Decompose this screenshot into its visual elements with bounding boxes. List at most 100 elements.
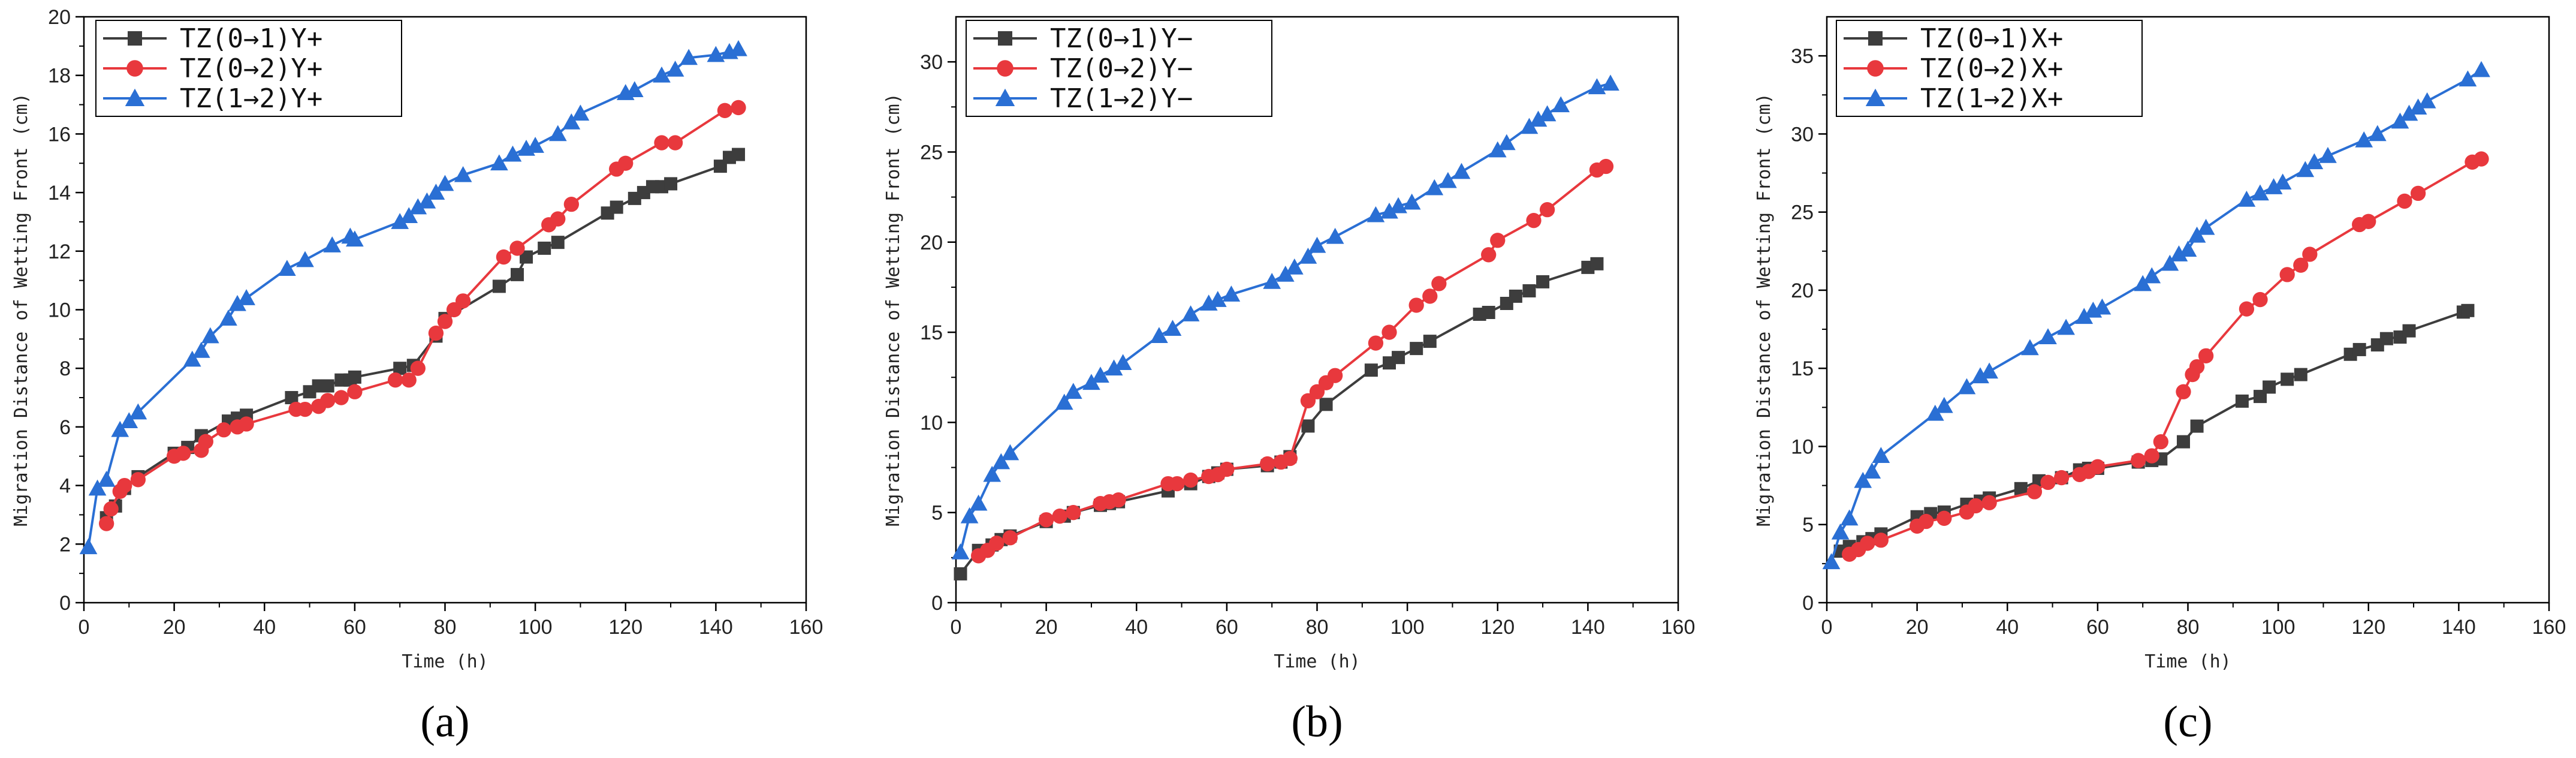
- data-point: [1163, 320, 1182, 336]
- series-line: [1830, 68, 2483, 563]
- data-point: [2263, 380, 2276, 394]
- data-point: [2179, 240, 2197, 257]
- series-circle: [99, 100, 746, 531]
- data-point: [2040, 474, 2056, 491]
- data-point: [1926, 404, 1944, 421]
- data-point: [1872, 447, 1890, 463]
- data-point: [400, 207, 418, 224]
- data-point: [296, 251, 314, 267]
- data-point: [1091, 366, 1109, 383]
- data-point: [1038, 512, 1054, 528]
- chart-panel-b: 0 20 40 60 80 100 120 140 160 0 5 10 15 20 25 30 Time (h…: [883, 16, 1695, 747]
- series-line: [1848, 158, 2482, 556]
- data-point: [2273, 173, 2292, 190]
- y-tick-label: 12: [48, 240, 71, 263]
- data-point: [2057, 318, 2076, 335]
- data-point: [1971, 367, 1989, 384]
- y-tick-label: 30: [920, 51, 943, 74]
- data-point: [1822, 553, 1841, 570]
- data-point: [1082, 374, 1100, 390]
- data-point: [2237, 190, 2256, 207]
- data-point: [129, 403, 147, 420]
- y-tick-label: 4: [59, 475, 71, 498]
- data-point: [427, 184, 445, 200]
- data-point: [401, 372, 417, 388]
- data-point: [183, 350, 201, 367]
- data-point: [1482, 306, 1495, 320]
- data-point: [2352, 342, 2366, 356]
- data-point: [2239, 301, 2255, 317]
- data-point: [2143, 267, 2161, 284]
- legend-label: TZ(1→2)X+: [1920, 83, 2063, 114]
- data-point: [120, 412, 138, 429]
- x-tick-label: 140: [699, 616, 733, 639]
- data-point: [455, 293, 471, 309]
- data-point: [610, 200, 623, 214]
- data-point: [428, 325, 444, 341]
- data-point: [1308, 236, 1326, 253]
- data-point: [1263, 273, 1281, 289]
- legend-marker-icon: [128, 31, 142, 46]
- data-point: [2472, 61, 2490, 77]
- x-tick-label: 120: [608, 616, 643, 639]
- y-tick-label: 5: [931, 502, 943, 525]
- data-point: [1410, 342, 1423, 356]
- data-point: [388, 372, 403, 388]
- data-point: [1380, 202, 1398, 219]
- data-point: [1529, 110, 1548, 127]
- legend-marker-icon: [1867, 60, 1884, 77]
- x-tick-label: 0: [79, 616, 90, 639]
- data-point: [1425, 179, 1444, 195]
- legend-marker-icon: [998, 31, 1012, 46]
- data-point: [2189, 359, 2205, 375]
- x-tick-label: 100: [1390, 616, 1425, 639]
- data-point: [320, 393, 336, 408]
- data-point: [1601, 74, 1619, 91]
- data-point: [237, 289, 255, 305]
- data-point: [1282, 450, 1298, 467]
- data-point: [2319, 147, 2337, 163]
- data-point: [297, 401, 313, 417]
- x-tick-label: 0: [951, 616, 962, 639]
- y-tick-label: 20: [920, 231, 943, 254]
- data-point: [1001, 444, 1019, 461]
- x-tick-label: 60: [1215, 616, 1238, 639]
- legend: TZ(0→1)Y−TZ(0→2)Y−TZ(1→2)Y−: [966, 20, 1272, 117]
- legend-marker-icon: [1868, 31, 1883, 46]
- data-point: [2197, 218, 2215, 235]
- data-point: [2379, 332, 2393, 345]
- data-point: [1402, 193, 1421, 210]
- data-point: [1285, 258, 1304, 275]
- data-point: [1919, 513, 1934, 530]
- x-tick-label: 60: [343, 616, 366, 639]
- x-tick-label: 80: [434, 616, 457, 639]
- legend-label: TZ(0→2)X+: [1920, 53, 2063, 84]
- data-point: [551, 236, 565, 249]
- data-point: [1222, 285, 1241, 302]
- x-tick-label: 160: [789, 616, 824, 639]
- data-point: [1481, 247, 1497, 263]
- data-point: [707, 46, 725, 62]
- data-point: [960, 507, 979, 524]
- data-point: [1588, 78, 1606, 95]
- legend-label: TZ(0→1)X+: [1920, 23, 2063, 54]
- data-point: [1276, 266, 1295, 282]
- series-line: [105, 106, 739, 524]
- series-line: [87, 47, 739, 548]
- x-tick-label: 140: [2442, 616, 2476, 639]
- data-point: [1392, 351, 1405, 365]
- data-point: [1431, 276, 1447, 291]
- y-tick-label: 8: [59, 357, 71, 380]
- data-point: [1539, 202, 1555, 218]
- data-point: [1439, 172, 1457, 188]
- legend-marker-icon: [995, 88, 1015, 106]
- data-point: [2279, 267, 2295, 282]
- data-point: [2296, 161, 2315, 178]
- data-point: [1860, 536, 1875, 551]
- data-point: [2161, 254, 2179, 271]
- data-point: [393, 362, 407, 375]
- data-point: [2397, 193, 2412, 209]
- data-point: [951, 543, 970, 560]
- data-point: [562, 113, 581, 130]
- y-axis-title: Migration Distance of Wetting Front (cm): [11, 93, 32, 526]
